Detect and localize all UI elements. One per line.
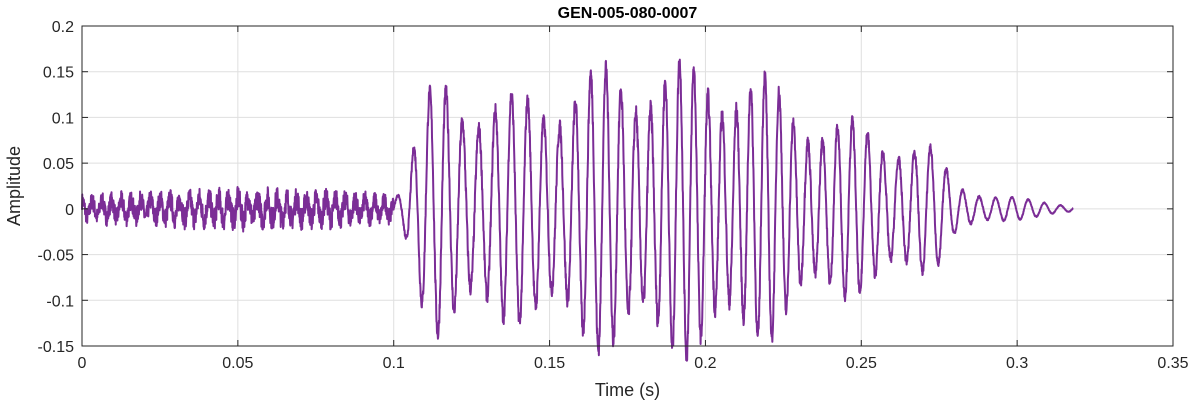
waveform-series-line xyxy=(81,58,1075,362)
y-tick-label: -0.05 xyxy=(38,248,75,265)
x-tick-label: 0.25 xyxy=(846,355,877,372)
y-tick-label: -0.1 xyxy=(46,293,74,310)
x-tick-label: 0 xyxy=(78,355,87,372)
y-axis-label: Amplitude xyxy=(4,146,24,226)
series-layer xyxy=(81,58,1075,362)
y-gridlines xyxy=(82,71,1173,301)
y-tick-label: 0.15 xyxy=(43,65,74,82)
y-tick-label: 0.1 xyxy=(52,110,74,127)
x-tick-labels: 0 0.05 0.1 0.15 0.2 0.25 0.3 0.35 xyxy=(78,355,1189,372)
y-tick-label: -0.15 xyxy=(38,339,75,356)
x-axis-label: Time (s) xyxy=(595,380,660,400)
y-tick-label: 0.05 xyxy=(43,156,74,173)
x-tick-label: 0.2 xyxy=(694,355,716,372)
chart-title: GEN-005-080-0007 xyxy=(558,5,698,22)
x-tick-label: 0.15 xyxy=(534,355,565,372)
y-tick-label: 0.2 xyxy=(52,19,74,36)
x-tick-label: 0.3 xyxy=(1006,355,1028,372)
x-tick-label: 0.05 xyxy=(222,355,253,372)
y-tick-labels: -0.15 -0.1 -0.05 0 0.05 0.1 0.15 0.2 xyxy=(38,19,75,356)
x-tick-label: 0.35 xyxy=(1157,355,1188,372)
x-tick-label: 0.1 xyxy=(383,355,405,372)
plot-area-frame xyxy=(81,25,1174,347)
y-tick-label: 0 xyxy=(65,202,74,219)
x-gridlines xyxy=(237,26,1018,346)
tick-marks xyxy=(81,25,1174,347)
